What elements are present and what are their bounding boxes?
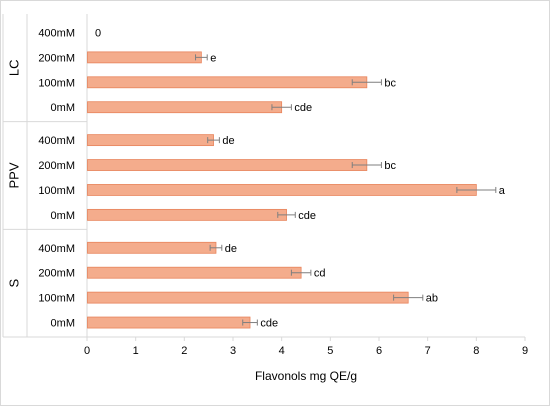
x-axis-title: Flavonols mg QE/g (255, 369, 357, 383)
bar (87, 208, 287, 221)
bar (87, 241, 217, 254)
significance-label: e (210, 52, 216, 64)
group-label-s: S (6, 279, 21, 288)
category-label: 100mM (38, 185, 75, 197)
x-tick-label: 8 (473, 345, 479, 357)
bar (87, 101, 283, 114)
bar (87, 51, 202, 64)
bar (87, 291, 409, 304)
x-tick-label: 5 (327, 345, 333, 357)
bar (87, 266, 302, 279)
significance-label: cde (260, 318, 278, 330)
category-label: 200mM (38, 160, 75, 172)
bar-layer (87, 51, 497, 329)
x-tick-label: 3 (230, 345, 236, 357)
category-label: 100mM (38, 77, 75, 89)
significance-label: bc (384, 77, 396, 89)
group-label-ppv: PPV (6, 162, 21, 188)
significance-label: de (222, 135, 234, 147)
label-layer: LC 400mM 0 200mM e 100mM bc 0mM cde PPV 400mM de 200… (6, 27, 505, 329)
bar (87, 316, 251, 329)
significance-label: cde (294, 102, 312, 114)
category-label: 0mM (51, 210, 75, 222)
category-label: 400mM (38, 27, 75, 39)
significance-label: a (499, 185, 506, 197)
category-label: 200mM (38, 52, 75, 64)
category-label: 400mM (38, 243, 75, 255)
significance-label: bc (384, 160, 396, 172)
x-tick-label: 4 (279, 345, 285, 357)
bar (87, 134, 214, 147)
category-label: 400mM (38, 135, 75, 147)
bar (87, 76, 368, 89)
category-label: 100mM (38, 293, 75, 305)
group-label-lc: LC (6, 60, 21, 77)
significance-label: de (225, 243, 237, 255)
significance-label: cd (314, 268, 326, 280)
significance-label: 0 (95, 27, 101, 39)
x-tick-label: 1 (133, 345, 139, 357)
x-tick-label: 7 (425, 345, 431, 357)
significance-label: ab (426, 293, 438, 305)
bar (87, 159, 368, 171)
x-tick-label: 9 (522, 345, 528, 357)
x-tick-label: 6 (376, 345, 382, 357)
x-tick-label: 2 (181, 345, 187, 357)
x-tick-label: 0 (84, 345, 90, 357)
bar (87, 184, 477, 196)
axis-layer: 0 1 2 3 4 5 6 7 8 9 (2, 14, 528, 357)
category-label: 0mM (51, 318, 75, 330)
category-label: 0mM (51, 102, 75, 114)
significance-label: cde (298, 210, 316, 222)
category-label: 200mM (38, 268, 75, 280)
